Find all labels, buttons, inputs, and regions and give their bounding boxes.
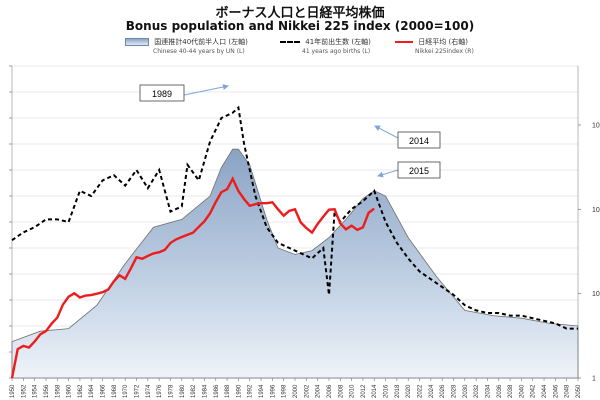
x-axis-tick-label: 1982	[191, 384, 197, 398]
legend-swatch-red	[395, 41, 413, 43]
x-axis-tick-label: 1988	[225, 384, 231, 398]
series-line-nikkei	[10, 176, 375, 379]
x-axis-tick-label: 2050	[576, 384, 582, 398]
x-axis-tick-label: 1998	[282, 384, 288, 398]
x-axis-tick-label: 1958	[55, 384, 61, 398]
legend-item-nikkei: 日経平均 (右軸) Nikkei 225index (R)	[395, 38, 474, 56]
x-axis-tick-label: 1986	[214, 384, 220, 398]
x-axis-tick-label: 1968	[112, 384, 118, 398]
x-axis-tick-label: 1952	[21, 384, 27, 398]
x-axis-tick-label: 2014	[372, 384, 378, 398]
x-axis-tick-label: 2044	[542, 384, 548, 398]
x-axis-tick-label: 1984	[202, 384, 208, 398]
x-axis-tick-label: 1980	[180, 384, 186, 398]
annotation-2015: 2015	[377, 161, 441, 179]
x-axis-tick-label: 2012	[361, 384, 367, 398]
x-axis-tick-label: 1972	[135, 384, 141, 398]
x-axis-tick-label: 2042	[531, 384, 537, 398]
legend-label-nikkei: 日経平均 (右軸)	[418, 38, 468, 46]
x-axis-tick-label: 2022	[418, 384, 424, 398]
x-axis-tick-label: 2016	[384, 384, 390, 398]
chart-subtitle: Bonus population and Nikkei 225 index (2…	[125, 19, 475, 33]
x-axis-tick-label: 2034	[485, 384, 491, 398]
legend-label-births: 41年前出生数 (左軸)	[305, 38, 371, 46]
x-axis-tick-label: 2018	[395, 384, 401, 398]
legend-sublabel-nikkei: Nikkei 225index (R)	[415, 48, 474, 55]
x-axis-tick-label: 1966	[101, 384, 107, 398]
x-axis-tick-label: 2010	[350, 384, 356, 398]
x-axis-tick-label: 1990	[236, 384, 242, 398]
series-area-population	[11, 148, 579, 379]
annotation-label-1989: 1989	[152, 89, 172, 99]
right-axis-tick-label: 100	[592, 207, 600, 214]
x-axis-tick-label: 1970	[123, 384, 129, 398]
x-axis-tick-label: 2000	[293, 384, 299, 398]
x-axis-tick-label: 1974	[146, 384, 152, 398]
x-axis-tick-label: 1978	[168, 384, 174, 398]
legend-swatch-dashed	[280, 41, 300, 43]
annotation-label-2014: 2014	[409, 136, 429, 146]
annotation-2014: 2014	[374, 125, 441, 149]
x-axis-tick-label: 1954	[33, 384, 39, 398]
x-axis-tick-label: 1992	[248, 384, 254, 398]
legend-label-population: 国連推計40代前半人口 (左軸)	[154, 38, 248, 46]
legend-sublabel-population: Chinese 40-44 years by UN (L)	[153, 48, 245, 55]
x-axis-tick-label: 2006	[327, 384, 333, 398]
x-axis-tick-label: 2036	[497, 384, 503, 398]
x-axis-tick-label: 2026	[440, 384, 446, 398]
right-axis-tick-label: 1000	[592, 122, 600, 129]
legend-item-population: 国連推計40代前半人口 (左軸) Chinese 40-44 years by …	[125, 38, 248, 56]
x-axis-tick-label: 1996	[270, 384, 276, 398]
annotation-1989: 1989	[139, 84, 229, 102]
x-axis-tick-label: 1960	[67, 384, 73, 398]
x-axis-tick-label: 2048	[565, 384, 571, 398]
right-axis-tick-label: 1	[592, 376, 596, 383]
chart-title: ボーナス人口と日経平均株価	[215, 6, 385, 21]
x-axis-tick-label: 1976	[157, 384, 163, 398]
x-axis-tick-label: 2032	[474, 384, 480, 398]
x-axis-tick-label: 2040	[519, 384, 525, 398]
x-axis-tick-label: 2020	[406, 384, 412, 398]
x-axis-tick-label: 1994	[259, 384, 265, 398]
legend-item-births: 41年前出生数 (左軸) 41 years ago births (L)	[280, 38, 371, 56]
x-axis-tick-label: 2046	[553, 384, 559, 398]
x-axis-tick-label: 2030	[463, 384, 469, 398]
legend-sublabel-births: 41 years ago births (L)	[302, 48, 371, 55]
x-axis-tick-label: 2002	[304, 384, 310, 398]
x-axis-tick-label: 1962	[78, 384, 84, 398]
x-axis-tick-label: 2024	[429, 384, 435, 398]
x-axis-tick-label: 2004	[316, 384, 322, 398]
right-axis-tick-label: 10	[592, 291, 600, 298]
x-axis-tick-label: 1950	[10, 384, 16, 398]
x-axis-tick-label: 1964	[89, 384, 95, 398]
x-axis-tick-label: 1956	[44, 384, 50, 398]
annotation-label-2015: 2015	[409, 166, 429, 176]
series-line-births	[11, 105, 578, 330]
legend-swatch-area	[125, 38, 149, 46]
x-axis-tick-label: 2028	[451, 384, 457, 398]
x-axis-tick-label: 2008	[338, 384, 344, 398]
x-axis-tick-label: 2038	[508, 384, 514, 398]
